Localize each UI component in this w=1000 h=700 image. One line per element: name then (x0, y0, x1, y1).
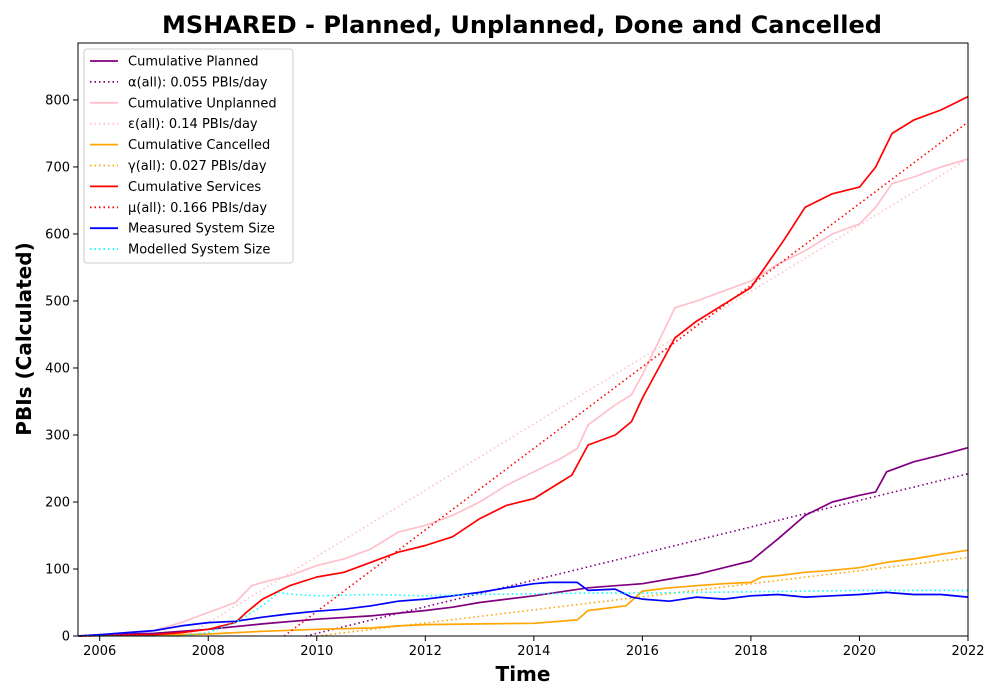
y-tick-label: 500 (45, 294, 70, 309)
legend: Cumulative Planned α(all): 0.055 PBIs/day… (83, 48, 294, 264)
x-tick-label: 2016 (626, 644, 659, 659)
y-tick-label: 300 (45, 428, 70, 443)
legend-label: μ(all): 0.166 PBIs/day (128, 201, 267, 216)
y-tick-label: 800 (45, 93, 70, 108)
chart-title: MSHARED - Planned, Unplanned, Done and C… (162, 11, 882, 39)
legend-label: γ(all): 0.027 PBIs/day (128, 159, 267, 174)
y-tick-label: 200 (45, 495, 70, 510)
plot-series (77, 95, 969, 637)
x-tick-label: 2008 (192, 644, 225, 659)
series-line-9 (77, 581, 969, 637)
series-line-8 (283, 121, 969, 637)
x-tick-label: 2018 (734, 644, 767, 659)
plot-frame (77, 42, 969, 637)
legend-label: Cumulative Cancelled (128, 138, 270, 153)
x-tick-label: 2022 (951, 644, 984, 659)
x-tick-label: 2010 (300, 644, 333, 659)
x-tick-label: 2012 (409, 644, 442, 659)
x-tick-label: 2006 (83, 644, 116, 659)
legend-label: Measured System Size (128, 222, 275, 237)
legend-label: α(all): 0.055 PBIs/day (128, 75, 268, 90)
x-tick-label: 2020 (843, 644, 876, 659)
y-ticks: 0 100 200 300 400 500 600 700 800 (45, 93, 78, 645)
series-line-7 (77, 95, 969, 637)
y-tick-label: 600 (45, 227, 70, 242)
legend-items: Cumulative Planned α(all): 0.055 PBIs/day… (90, 55, 277, 258)
legend-label: Cumulative Unplanned (128, 96, 277, 111)
series-line-2 (305, 473, 969, 637)
series-line-3 (77, 158, 969, 637)
series-line-6 (316, 556, 969, 637)
legend-label: Cumulative Services (128, 180, 261, 195)
series-line-10 (78, 589, 968, 637)
x-ticks: 2006 2008 2010 2012 2014 2016 2018 2020 2022 (83, 636, 985, 659)
series-line-1 (77, 446, 969, 637)
x-axis-label: Time (496, 662, 551, 686)
y-tick-label: 0 (62, 630, 70, 645)
y-tick-label: 400 (45, 361, 70, 376)
series-line-5 (77, 549, 969, 637)
y-tick-label: 100 (45, 562, 70, 577)
legend-label: ε(all): 0.14 PBIs/day (128, 117, 258, 132)
y-tick-label: 700 (45, 160, 70, 175)
x-tick-label: 2014 (517, 644, 550, 659)
legend-label: Modelled System Size (128, 243, 270, 258)
legend-label: Cumulative Planned (128, 55, 258, 70)
y-axis-label: PBIs (Calculated) (12, 242, 36, 435)
legend-box (83, 48, 294, 264)
series-line-4 (186, 158, 969, 637)
